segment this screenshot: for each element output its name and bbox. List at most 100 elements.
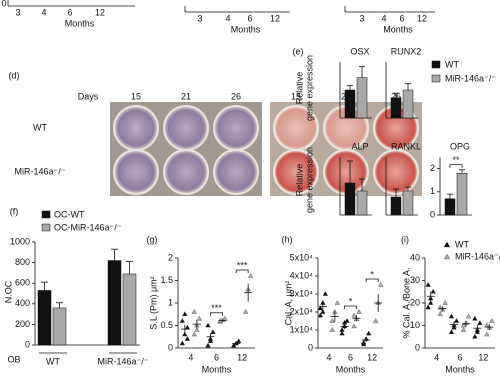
data-point [378, 282, 384, 287]
y-tick-label: 1 [168, 297, 173, 307]
culture-well [373, 149, 419, 195]
panel-label: (g) [147, 234, 158, 244]
y-axis-label: N.OC [3, 280, 13, 303]
data-point [317, 312, 323, 318]
x-tick-label: 6 [247, 13, 252, 23]
x-tick-label: 4 [326, 352, 331, 362]
legend-label: OC-WT [54, 209, 85, 219]
y-axis-label: Relative [294, 164, 304, 197]
y-tick-label: 0 [1, 0, 6, 8]
y-axis-label: S.L (Pm) μm² [148, 276, 158, 329]
data-point [453, 318, 460, 323]
bar [107, 260, 122, 346]
x-axis-label: Months [202, 364, 232, 374]
y-tick-label: 40 [410, 252, 420, 262]
data-point [205, 322, 211, 328]
y-tick-label: 800 [15, 257, 30, 267]
data-point [179, 318, 185, 323]
day-label: 15 [131, 91, 141, 101]
data-point [191, 309, 197, 314]
legend-marker [443, 253, 451, 260]
significance: *** [237, 260, 248, 270]
x-axis-label: Months [383, 24, 413, 34]
bar [456, 172, 468, 216]
significance: * [370, 269, 374, 279]
culture-well [163, 149, 209, 195]
culture-well [113, 149, 159, 195]
bar [52, 307, 67, 346]
data-point [373, 318, 379, 323]
y-tick-label: 0 [25, 339, 30, 349]
y-tick-label: 2 [168, 252, 173, 262]
x-tick-label: MiR-146a⁻/⁻ [97, 356, 148, 366]
data-point [477, 320, 483, 325]
data-point [344, 318, 350, 323]
panel-label: (h) [282, 234, 293, 244]
x-tick-label: 12 [270, 13, 280, 23]
y-tick-label: 1.5 [160, 275, 173, 285]
data-point [472, 333, 478, 339]
y-tick-label: 0 [308, 342, 313, 352]
significance: ** [452, 155, 460, 165]
chart-title: ALP [351, 141, 368, 151]
data-point [207, 338, 214, 343]
x-tick-label: 3 [197, 13, 202, 23]
data-point [484, 331, 490, 337]
data-point [437, 304, 443, 310]
y-axis-label: Cal. A, μm² [283, 281, 293, 326]
bar [344, 89, 356, 119]
days-label: Days [78, 91, 99, 101]
x-tick-label: 4 [381, 13, 386, 23]
data-point [184, 336, 190, 341]
data-point [474, 329, 480, 334]
data-point [356, 309, 362, 314]
x-tick-label: 3 [15, 7, 20, 17]
data-point [196, 315, 202, 321]
y-axis-label: Relative [294, 72, 304, 105]
y-tick-label: 5x10⁴ [290, 252, 314, 262]
legend-swatch [431, 60, 441, 69]
row-label: MiR-146a⁻/⁻ [14, 166, 65, 176]
x-axis-label: Months [231, 24, 261, 34]
y-axis-label: % Cal. A./Bone A. [401, 267, 411, 338]
y-tick-label: 0 [430, 209, 435, 219]
x-tick-label: 4 [434, 352, 439, 362]
sig-bracket [210, 312, 223, 316]
legend-label: MiR-146a⁻/⁻ [445, 73, 496, 83]
culture-well [213, 105, 259, 151]
y-tick-label: 1 [430, 186, 435, 196]
bar [444, 198, 456, 216]
chart-title: RANKL [391, 141, 421, 151]
data-point [222, 315, 228, 321]
legend-label: MiR-146a⁻/⁻ [455, 251, 500, 261]
x-tick-label: 12 [417, 13, 427, 23]
data-point [334, 300, 340, 305]
data-point [460, 327, 467, 332]
culture-well [273, 149, 319, 195]
y-tick-label: 2x10⁴ [290, 306, 314, 316]
x-tick-label: 6 [67, 7, 72, 17]
data-point [317, 305, 323, 311]
data-point [182, 331, 188, 337]
bar [356, 190, 368, 216]
y-tick-label: 200 [15, 319, 30, 329]
data-point [194, 327, 200, 332]
data-point [182, 311, 188, 316]
y-tick-label: 3x10⁴ [290, 288, 314, 298]
legend-swatch [431, 74, 441, 83]
x-tick-label: 4 [225, 13, 230, 23]
data-point [489, 318, 495, 323]
panel-label: (f) [10, 206, 19, 216]
data-point [430, 288, 436, 294]
data-point [425, 304, 431, 310]
data-point [442, 300, 448, 305]
y-tick-label: 0.5 [160, 320, 173, 330]
data-point [484, 322, 490, 328]
data-point [243, 309, 249, 314]
y-tick-label: 4x10⁴ [290, 270, 314, 280]
x-tick-label: 12 [237, 352, 247, 362]
chart-title: RUNX2 [391, 46, 422, 56]
bar [402, 190, 414, 216]
sig-bracket [235, 269, 249, 273]
